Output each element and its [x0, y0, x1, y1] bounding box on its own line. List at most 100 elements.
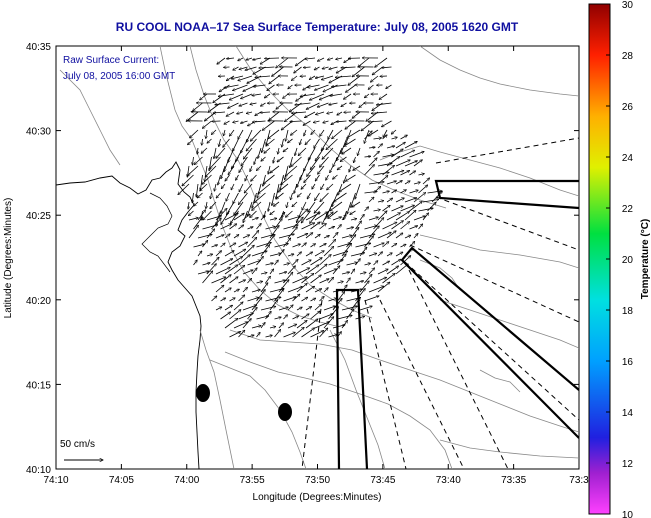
y-tick-label: 40:35: [26, 42, 51, 53]
current-arrow: [305, 138, 311, 145]
current-arrow: [225, 174, 230, 181]
current-arrow: [224, 156, 230, 172]
current-arrow: [296, 320, 307, 329]
current-arrow: [382, 155, 394, 158]
current-arrow: [188, 225, 199, 239]
current-arrow: [250, 165, 253, 172]
current-arrow: [238, 57, 244, 61]
current-arrow: [247, 335, 255, 337]
current-arrow: [228, 102, 239, 108]
current-arrow: [251, 218, 258, 221]
current-arrow: [395, 181, 402, 185]
current-arrow: [292, 327, 305, 338]
current-arrow: [211, 277, 226, 284]
current-arrow: [341, 272, 350, 275]
current-arrow: [314, 251, 324, 257]
current-arrow: [285, 129, 289, 141]
current-arrow: [336, 66, 347, 73]
current-arrow: [274, 330, 281, 338]
current-arrow: [364, 236, 374, 248]
current-arrow: [337, 243, 351, 248]
current-arrow: [193, 260, 198, 266]
current-arrow: [409, 201, 423, 212]
current-arrow: [283, 315, 288, 320]
current-arrow: [323, 288, 328, 293]
current-arrow: [321, 138, 329, 151]
current-arrow: [283, 263, 290, 265]
current-arrow: [197, 147, 198, 154]
current-arrow: [227, 58, 235, 59]
current-arrow: [215, 267, 230, 275]
current-arrow: [339, 183, 352, 192]
current-arrow: [238, 129, 244, 139]
current-arrow: [193, 217, 203, 230]
current-arrow: [214, 147, 217, 159]
current-arrow: [202, 120, 212, 128]
current-arrow: [239, 102, 248, 106]
current-arrow: [336, 58, 343, 59]
current-arrow: [404, 210, 416, 221]
current-arrow: [345, 120, 356, 129]
current-arrow: [190, 129, 199, 138]
current-arrow: [229, 224, 237, 230]
current-arrow: [413, 160, 422, 167]
current-arrow: [409, 171, 416, 176]
current-arrow: [207, 138, 212, 143]
current-arrow: [310, 258, 323, 266]
colorbar-label: Temperature (°C): [640, 219, 651, 300]
current-arrow: [274, 260, 279, 266]
current-arrow: [224, 234, 230, 239]
current-arrow: [382, 165, 395, 176]
current-arrow: [223, 138, 230, 147]
x-tick-label: 74:00: [174, 475, 199, 486]
current-arrow: [233, 121, 239, 123]
current-arrow: [233, 235, 239, 239]
current-arrow: [418, 224, 423, 230]
current-arrow: [314, 289, 322, 293]
current-arrow: [240, 120, 248, 123]
current-arrow: [247, 307, 258, 320]
current-arrow: [395, 211, 410, 221]
plot-area: [55, 45, 580, 470]
current-arrow: [268, 165, 271, 174]
current-arrow: [350, 210, 356, 215]
current-arrow: [310, 275, 322, 284]
current-arrow: [194, 201, 199, 206]
current-arrow: [233, 66, 239, 70]
current-arrow: [296, 307, 302, 311]
current-arrow: [265, 58, 280, 59]
current-arrow: [211, 218, 222, 230]
current-arrow: [364, 93, 370, 98]
current-arrow: [386, 253, 392, 257]
current-arrow: [290, 156, 293, 168]
current-arrow: [269, 226, 279, 239]
current-arrow: [373, 172, 390, 176]
current-arrow: [252, 201, 262, 211]
current-arrow: [188, 138, 194, 145]
current-arrow: [260, 306, 276, 311]
current-arrow: [300, 165, 307, 180]
current-arrow: [252, 121, 266, 122]
current-arrow: [315, 192, 320, 201]
current-arrow: [332, 232, 338, 239]
current-arrow: [295, 102, 311, 105]
colorbar-tick-label: 30: [622, 0, 634, 11]
current-arrow: [274, 219, 283, 230]
current-arrow: [400, 244, 407, 248]
current-arrow: [260, 215, 265, 221]
current-arrow: [377, 175, 388, 185]
current-arrow: [341, 215, 346, 221]
current-arrow: [220, 259, 233, 266]
current-arrow: [301, 243, 307, 248]
current-arrow: [341, 235, 352, 239]
x-tick-label: 73:50: [305, 475, 330, 486]
current-arrow: [292, 259, 299, 266]
current-arrow: [395, 252, 403, 257]
current-arrow: [427, 202, 437, 212]
current-arrow: [278, 234, 294, 239]
current-arrow: [298, 147, 307, 156]
current-arrow: [197, 210, 206, 221]
current-arrow: [413, 193, 426, 203]
current-arrow: [256, 165, 262, 171]
current-arrow: [243, 210, 248, 223]
